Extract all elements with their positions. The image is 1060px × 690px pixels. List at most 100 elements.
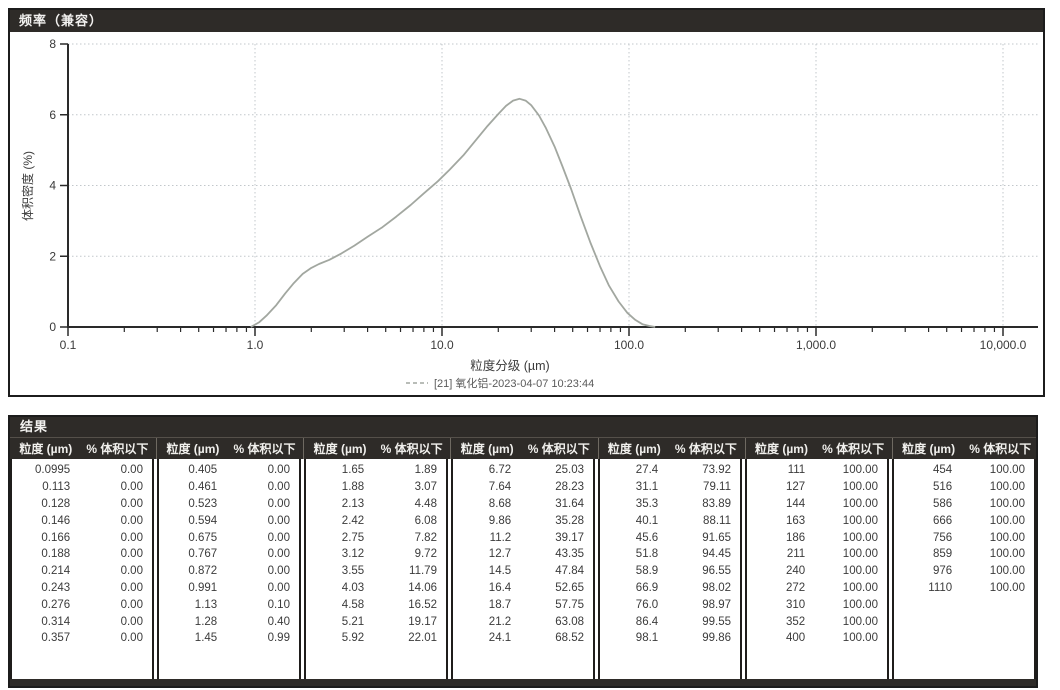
table-row: 3.12 9.72: [306, 546, 446, 563]
table-row: 0.523 0.00: [159, 496, 299, 513]
results-group: 6.72 25.03 7.64 28.23 8.68 31.64 9.86 35.28 11.2…: [451, 459, 595, 679]
size-cell: 9.86: [488, 514, 512, 527]
table-row: 0.166 0.00: [12, 529, 152, 546]
table-row: 0.314 0.00: [12, 613, 152, 630]
size-cell: 14.5: [488, 565, 512, 578]
percent-cell: 0.00: [267, 548, 290, 561]
size-cell: 51.8: [635, 548, 659, 561]
table-row: 1.13 0.10: [159, 596, 299, 613]
percent-cell: 98.02: [702, 581, 731, 594]
y-tick-label: 8: [49, 37, 56, 51]
percent-cell: 4.48: [414, 497, 437, 510]
percent-cell: 100.00: [989, 581, 1025, 594]
size-cell: 454: [933, 464, 953, 477]
size-cell: 0.243: [41, 581, 71, 594]
percent-cell: 28.23: [555, 481, 584, 494]
percent-cell: 100.00: [989, 565, 1025, 578]
chart-body: 0 2 4 6 8 0.1 1.0 10.0 100.0 1,000.0 10,000.0 粒度分级 …: [10, 32, 1043, 395]
percent-cell: 31.64: [555, 497, 584, 510]
percent-cell: 0.00: [267, 497, 290, 510]
table-row: 310 100.00: [747, 596, 887, 613]
percent-cell: 99.86: [702, 632, 731, 645]
size-cell: 0.594: [188, 514, 218, 527]
table-row: 0.188 0.00: [12, 546, 152, 563]
percent-cell: 11.79: [409, 565, 437, 578]
size-cell: 352: [786, 615, 806, 628]
results-group: 0.405 0.00 0.461 0.00 0.523 0.00 0.594 0.00 0.67…: [157, 459, 301, 679]
chart-panel-titlebar: 频率（兼容）: [10, 10, 1043, 32]
size-cell: 1.88: [341, 481, 365, 494]
table-row: 976 100.00: [894, 563, 1034, 580]
table-row: 0.243 0.00: [12, 580, 152, 597]
size-cell: 0.767: [188, 548, 218, 561]
results-panel: 结果 粒度 (µm)% 体积以下 粒度 (µm)% 体积以下 粒度 (µm)% 体积…: [8, 415, 1038, 688]
y-tick-label: 4: [49, 179, 56, 193]
results-panel-title: 结果: [20, 419, 49, 434]
size-cell: 0.405: [188, 464, 218, 477]
table-row: 11.2 39.17: [453, 529, 593, 546]
percent-cell: 91.65: [702, 531, 731, 544]
percent-cell: 43.35: [555, 548, 584, 561]
size-cell: 666: [933, 514, 953, 527]
table-row: 666 100.00: [894, 512, 1034, 529]
percent-cell: 99.55: [702, 615, 731, 628]
table-row: 111 100.00: [747, 462, 887, 479]
percent-cell: 0.00: [120, 481, 143, 494]
size-cell: 310: [786, 598, 806, 611]
percent-cell: 0.00: [120, 581, 143, 594]
results-group: 1.65 1.89 1.88 3.07 2.13 4.48 2.42 6.08 2.75 7.82…: [304, 459, 448, 679]
size-cell: 66.9: [635, 581, 659, 594]
size-cell: 0.128: [41, 497, 71, 510]
size-cell: 1.28: [194, 615, 218, 628]
table-row: 0.461 0.00: [159, 479, 299, 496]
percent-cell: 0.00: [120, 548, 143, 561]
results-column-headers: 粒度 (µm)% 体积以下 粒度 (µm)% 体积以下 粒度 (µm)% 体积以下粒…: [10, 437, 1036, 459]
percent-cell: 0.00: [120, 531, 143, 544]
table-row: 516 100.00: [894, 479, 1034, 496]
table-row: 24.1 68.52: [453, 630, 593, 647]
x-tick-label: 1.0: [247, 338, 264, 352]
column-header-percent: % 体积以下: [969, 442, 1032, 456]
x-tick-label: 10,000.0: [980, 338, 1027, 352]
column-header-percent: % 体积以下: [527, 442, 590, 456]
percent-cell: 16.52: [408, 598, 437, 611]
results-group: 454 100.00 516 100.00 586 100.00 666 100.00 756 1…: [892, 459, 1036, 679]
table-row: 400 100.00: [747, 630, 887, 647]
table-row: 12.7 43.35: [453, 546, 593, 563]
table-row: 45.6 91.65: [600, 529, 740, 546]
percent-cell: 100.00: [842, 632, 878, 645]
x-tick-label: 10.0: [430, 338, 454, 352]
table-row: 51.8 94.45: [600, 546, 740, 563]
size-cell: 2.13: [341, 497, 365, 510]
percent-cell: 0.00: [120, 615, 143, 628]
size-cell: 0.461: [188, 481, 218, 494]
table-row: 0.128 0.00: [12, 496, 152, 513]
percent-cell: 19.17: [408, 615, 437, 628]
size-cell: 58.9: [635, 565, 659, 578]
chart-panel-title: 频率（兼容）: [19, 13, 104, 28]
table-row: 1.88 3.07: [306, 479, 446, 496]
table-row: 2.13 4.48: [306, 496, 446, 513]
percent-cell: 1.89: [414, 464, 437, 477]
size-cell: 586: [933, 497, 953, 510]
percent-cell: 100.00: [989, 464, 1025, 477]
size-cell: 0.675: [188, 531, 218, 544]
y-axis-title: 体积密度 (%): [20, 151, 35, 221]
table-row: 0.146 0.00: [12, 512, 152, 529]
column-header-size: 粒度 (µm): [902, 442, 956, 456]
size-cell: 8.68: [488, 497, 512, 510]
table-row: 0.113 0.00: [12, 479, 152, 496]
table-row: 240 100.00: [747, 563, 887, 580]
column-header-percent: % 体积以下: [674, 442, 737, 456]
size-cell: 3.55: [341, 565, 365, 578]
table-row: 0.594 0.00: [159, 512, 299, 529]
table-row: 0.276 0.00: [12, 596, 152, 613]
table-row: 0.214 0.00: [12, 563, 152, 580]
table-row: 272 100.00: [747, 580, 887, 597]
table-row: 7.64 28.23: [453, 479, 593, 496]
size-cell: 16.4: [488, 581, 512, 594]
percent-cell: 100.00: [989, 497, 1025, 510]
results-data-area: 0.0995 0.00 0.113 0.00 0.128 0.00 0.146 0.00 0.1…: [10, 459, 1036, 679]
percent-cell: 35.28: [555, 514, 584, 527]
size-cell: 4.03: [341, 581, 365, 594]
